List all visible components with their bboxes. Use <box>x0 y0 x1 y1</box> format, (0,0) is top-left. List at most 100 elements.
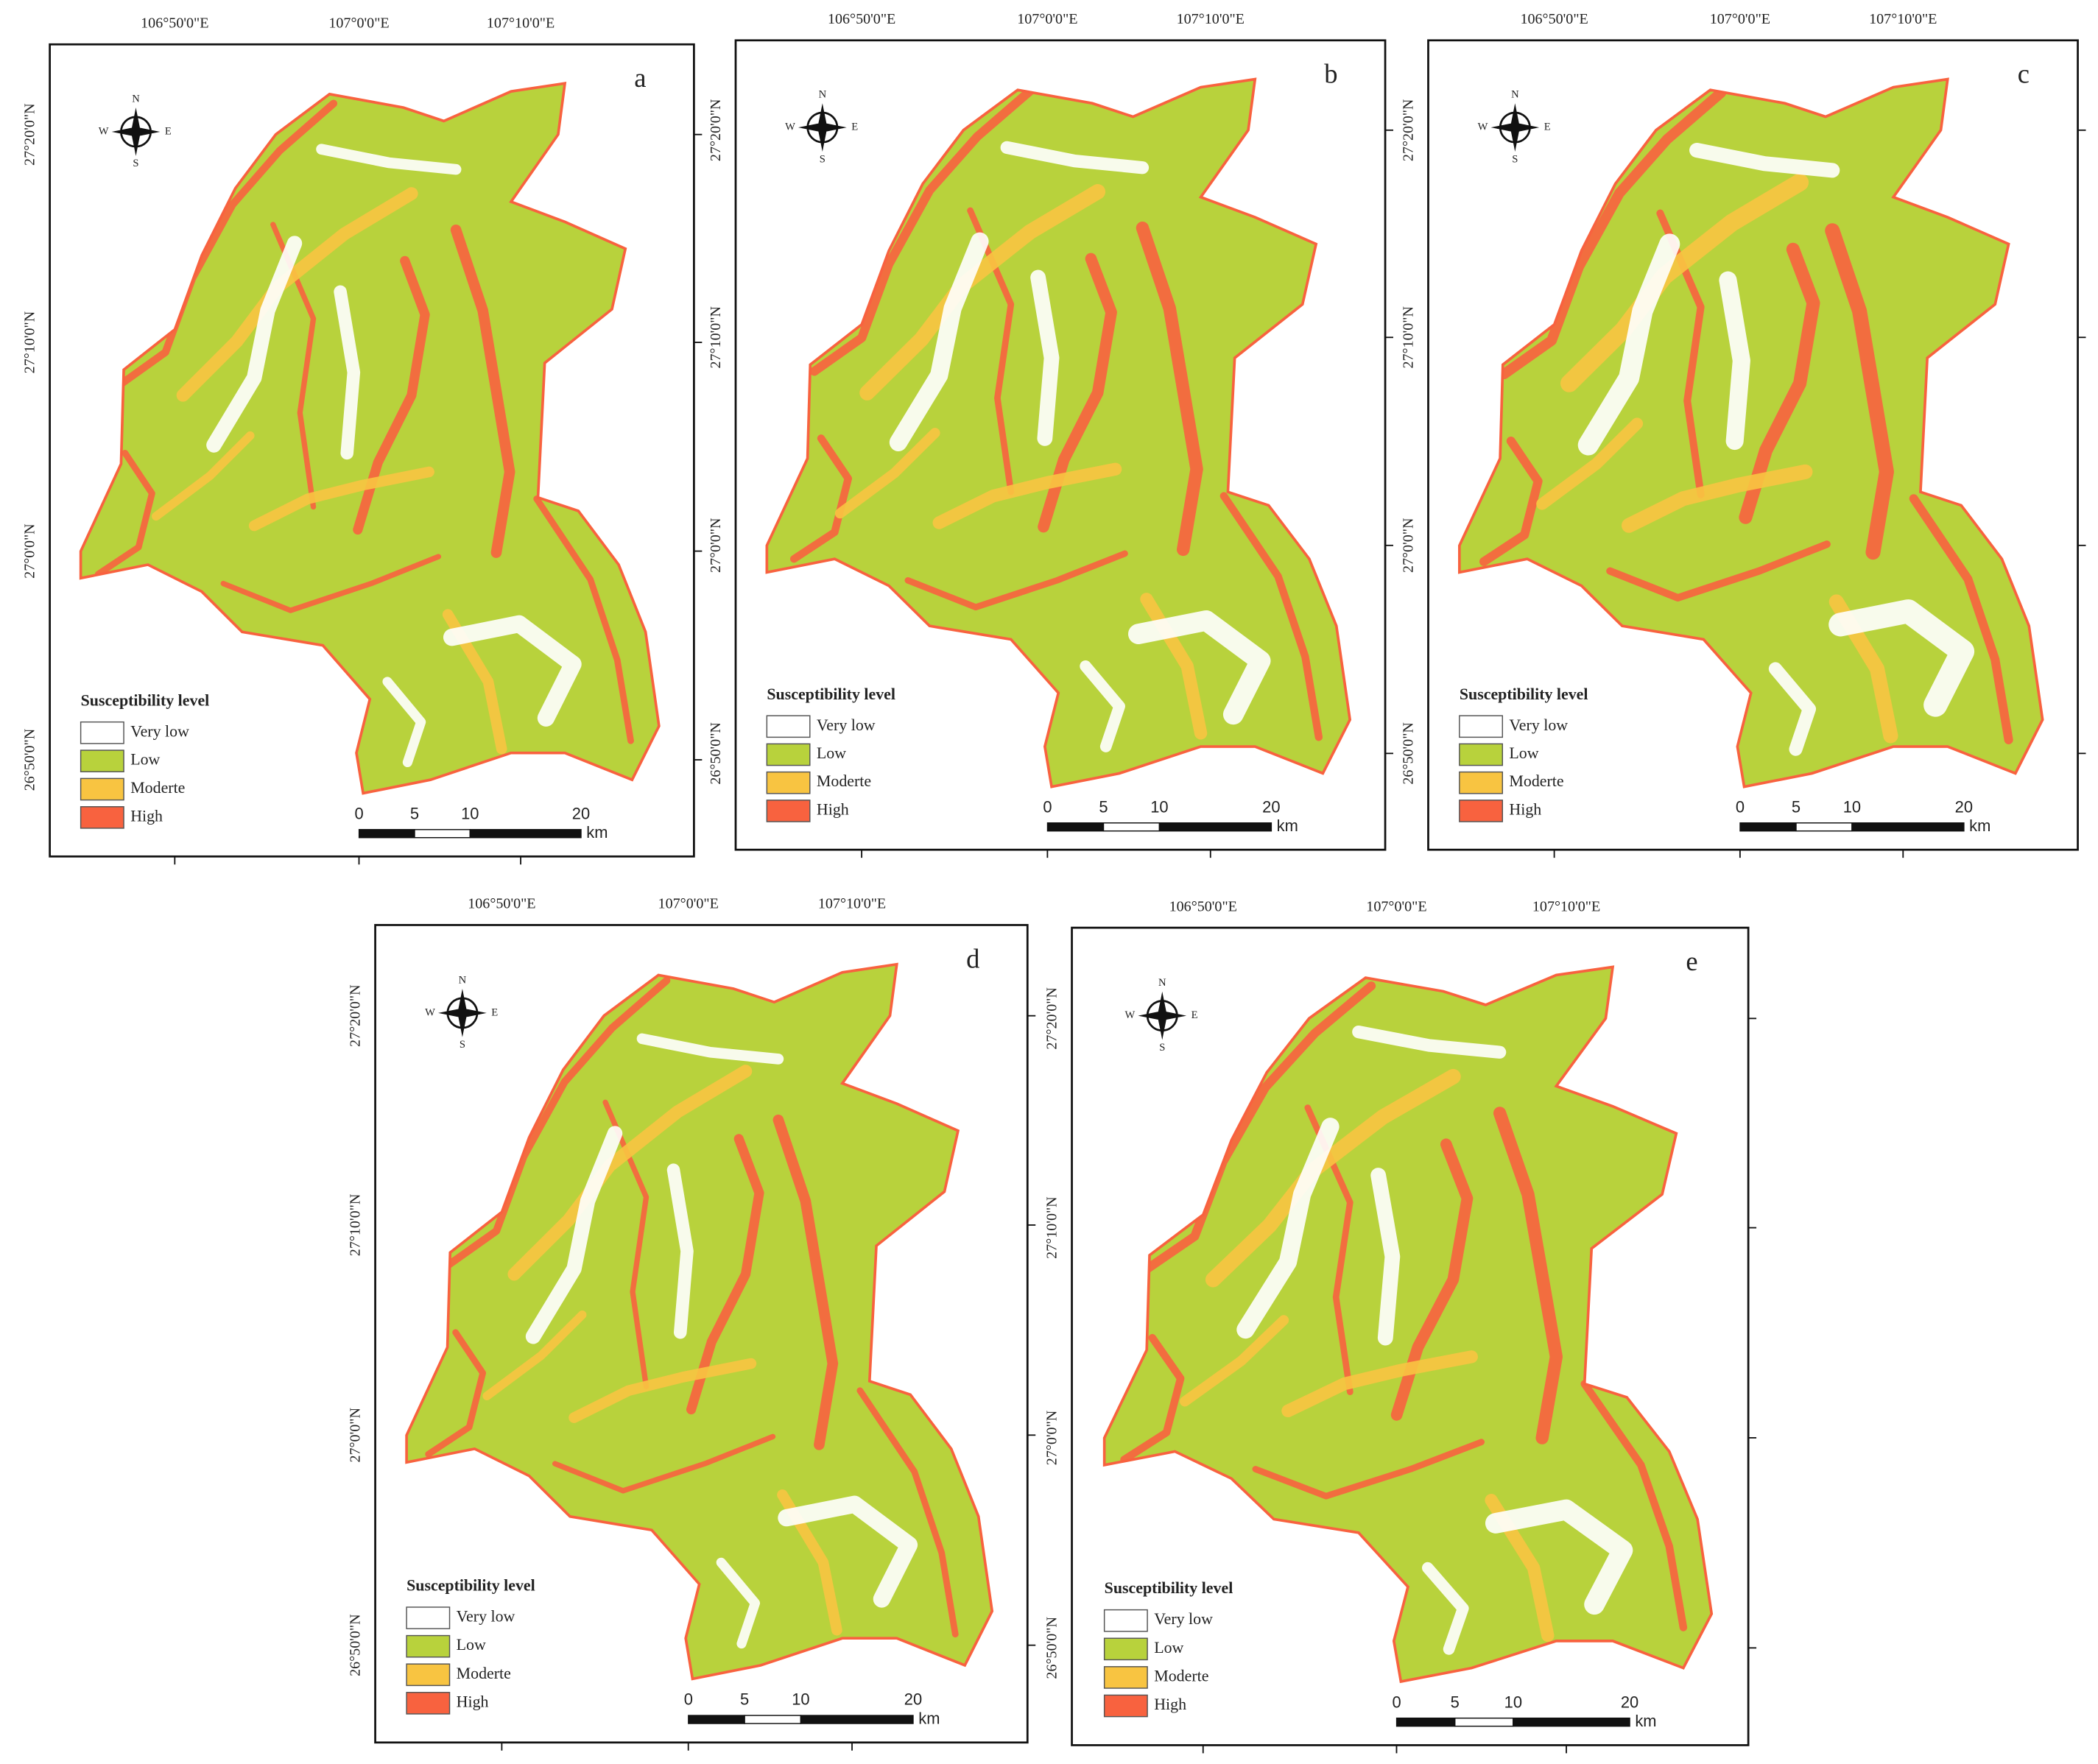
legend-title: Susceptibility level <box>81 691 210 709</box>
scale-label: 0 <box>1393 1693 1401 1711</box>
zone-streak <box>482 1310 587 1401</box>
scale-segment <box>1454 1717 1514 1727</box>
longitude-label: 107°0'0"E <box>328 15 389 31</box>
legend-swatch <box>80 777 124 801</box>
longitude-label: 107°0'0"E <box>1710 11 1770 27</box>
zone-streak <box>552 1433 776 1494</box>
zone-streak <box>1485 1499 1633 1615</box>
scale-label: 10 <box>461 804 479 822</box>
panel-label: e <box>1686 946 1697 976</box>
zone-streak <box>1689 142 1840 178</box>
zone-streak <box>450 224 515 558</box>
compass-w: W <box>1125 1009 1136 1021</box>
scale-unit: km <box>1969 816 1990 835</box>
scale-segment <box>800 1715 914 1724</box>
latitude-label: 27°20'0"N <box>348 984 364 1047</box>
latitude-label: 27°20'0"N <box>1044 987 1060 1050</box>
legend-swatch <box>1103 1666 1148 1689</box>
zone-streak <box>1080 660 1125 752</box>
legend-swatch <box>1103 1637 1148 1661</box>
zone-streak <box>1909 494 2013 744</box>
zone-streak <box>220 554 442 613</box>
scale-label: 5 <box>1099 797 1108 816</box>
zone-streak <box>206 236 303 453</box>
zone-streak <box>1493 1107 1563 1444</box>
compass-w: W <box>1478 121 1488 133</box>
latitude-label: 27°10'0"N <box>22 311 38 373</box>
zone-streak <box>904 550 1128 611</box>
legend-swatch <box>1103 1694 1148 1718</box>
latitude-label: 27°20'0"N <box>708 99 724 161</box>
zone-streak <box>686 1134 764 1415</box>
zone-streak <box>1768 662 1816 756</box>
legend-swatch <box>766 771 811 794</box>
zone-streak <box>1580 1380 1688 1631</box>
compass-s: S <box>460 1039 465 1051</box>
compass-star <box>1490 103 1540 152</box>
scale-unit: km <box>586 823 608 842</box>
longitude-label: 106°50'0"E <box>1169 898 1237 914</box>
panel-label: b <box>1324 58 1337 88</box>
susceptibility-zones <box>789 85 1323 752</box>
zone-streak <box>889 232 989 451</box>
zone-streak <box>1479 436 1543 566</box>
panel-label: a <box>634 63 646 93</box>
study-area <box>765 77 1352 788</box>
zone-streak <box>1370 1168 1401 1346</box>
scale-label: 20 <box>1262 797 1280 816</box>
longitude-label: 107°10'0"E <box>1532 898 1600 914</box>
longitude-label: 106°50'0"E <box>1520 11 1588 27</box>
susceptibility-zones <box>94 99 634 768</box>
zone-streak <box>525 1126 623 1344</box>
legend-label: Very low <box>1154 1609 1213 1628</box>
scale-segment <box>358 829 415 839</box>
zone-streak <box>1577 233 1680 456</box>
scale-segment <box>1158 822 1272 832</box>
longitude-label: 107°10'0"E <box>487 15 555 31</box>
compass-s: S <box>1512 153 1518 165</box>
legend-label: Moderte <box>457 1664 511 1682</box>
latitude-label: 27°0'0"N <box>348 1408 364 1463</box>
legend-label: Very low <box>1509 716 1568 734</box>
scale-label: 0 <box>1043 797 1052 816</box>
latitude-label: 27°10'0"N <box>708 306 724 368</box>
legend-swatch <box>406 1634 451 1658</box>
zone-streak <box>636 1033 784 1065</box>
scale-segment <box>1395 1717 1456 1727</box>
compass-w: W <box>99 125 109 137</box>
zone-streak <box>1422 1562 1469 1655</box>
zone-streak <box>114 99 338 390</box>
latitude-label: 26°50'0"N <box>1401 722 1417 785</box>
compass-star <box>438 989 487 1037</box>
legend-label: Very low <box>130 722 189 740</box>
zone-streak <box>443 615 582 727</box>
legend-title: Susceptibility level <box>1460 685 1588 703</box>
zone-streak <box>425 1329 487 1458</box>
study-area <box>79 82 661 795</box>
latitude-label: 27°0'0"N <box>1044 1410 1060 1465</box>
zone-streak <box>94 450 155 578</box>
zone-streak <box>1828 599 1975 717</box>
compass-w: W <box>425 1006 435 1018</box>
scale-segment <box>1102 822 1161 832</box>
latitude-label: 27°10'0"N <box>1401 306 1417 368</box>
legend-swatch <box>80 749 124 772</box>
longitude-label: 107°10'0"E <box>1177 11 1245 27</box>
zone-streak <box>789 434 853 563</box>
zone-streak <box>1136 221 1203 557</box>
scale-segment <box>1739 822 1797 832</box>
legend-label: High <box>457 1692 489 1710</box>
legend-label: Low <box>1509 744 1538 762</box>
scale-segment <box>1795 822 1853 832</box>
legend-label: Low <box>130 750 160 769</box>
scale-label: 5 <box>1792 797 1800 816</box>
scale-label: 10 <box>1843 797 1861 816</box>
legend-swatch <box>766 743 811 766</box>
scale-label: 20 <box>904 1690 922 1709</box>
susceptibility-zones <box>1479 87 2013 756</box>
zone-streak <box>1120 1333 1185 1464</box>
longitude-label: 107°0'0"E <box>658 896 719 912</box>
zone-streak <box>152 431 255 521</box>
scale-label: 10 <box>1150 797 1168 816</box>
